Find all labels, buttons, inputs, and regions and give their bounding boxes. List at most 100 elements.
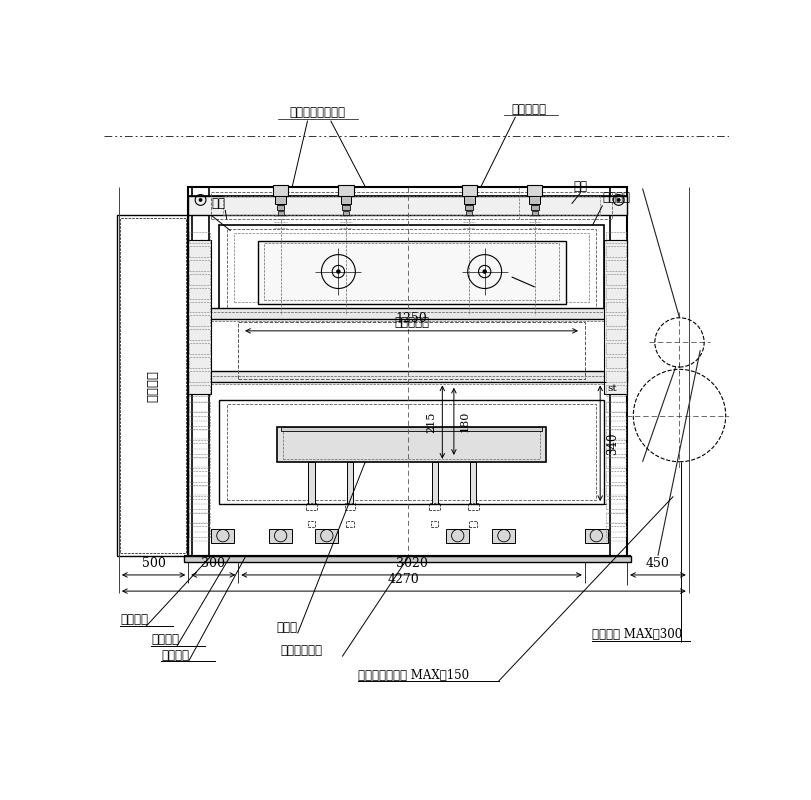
Bar [189, 343, 209, 354]
Bar [341, 206, 350, 210]
Bar [605, 343, 625, 354]
Bar [189, 246, 209, 257]
Bar [338, 185, 354, 196]
Text: 4270: 4270 [388, 573, 419, 586]
Bar [189, 232, 209, 243]
Bar [189, 302, 209, 312]
Bar [272, 185, 288, 196]
Bar [257, 241, 564, 304]
Bar [189, 415, 209, 426]
Bar [605, 246, 625, 257]
Bar [466, 210, 472, 214]
Circle shape [337, 270, 340, 273]
Bar [605, 274, 625, 285]
Text: 1250: 1250 [395, 313, 427, 326]
Bar [277, 206, 284, 210]
Bar [189, 260, 209, 270]
Bar [605, 288, 625, 298]
Text: 控制面板: 控制面板 [146, 370, 159, 402]
Bar [188, 308, 626, 319]
Text: 温控底座: 温控底座 [161, 649, 189, 662]
Bar [222, 196, 599, 215]
Bar [264, 243, 559, 300]
Bar [188, 371, 626, 382]
Bar [226, 230, 595, 308]
Bar [605, 240, 626, 394]
Bar [431, 521, 438, 527]
Text: st: st [606, 384, 616, 393]
Bar [605, 443, 625, 454]
Text: 辐射温度计: 辐射温度计 [511, 103, 546, 116]
Bar [188, 196, 626, 215]
Bar [429, 502, 440, 510]
Bar [226, 404, 595, 500]
Bar [467, 502, 478, 510]
Text: 215: 215 [426, 411, 436, 433]
Bar [306, 502, 316, 510]
Bar [189, 526, 209, 538]
Text: 3020: 3020 [395, 557, 427, 570]
Text: 300: 300 [201, 557, 225, 570]
Bar [189, 357, 209, 368]
Bar [469, 521, 476, 527]
Circle shape [483, 270, 486, 273]
Bar [605, 302, 625, 312]
Bar [529, 196, 539, 204]
Bar [605, 485, 625, 496]
Bar [211, 192, 611, 219]
Text: 180: 180 [460, 410, 470, 432]
Text: 分离器卷绕装置 MAX∅150: 分离器卷绕装置 MAX∅150 [357, 669, 468, 682]
Text: 上箱体防坠落装置: 上箱体防坠落装置 [290, 106, 345, 119]
Text: 340: 340 [606, 432, 619, 454]
Bar [605, 357, 625, 368]
Bar [342, 210, 349, 214]
Circle shape [616, 198, 620, 202]
Bar [465, 206, 473, 210]
Bar [603, 240, 626, 394]
Bar [526, 185, 542, 196]
Bar [308, 462, 314, 504]
Bar [189, 498, 209, 510]
Bar [431, 462, 437, 504]
Bar [188, 187, 626, 556]
Bar [189, 385, 209, 395]
Bar [275, 196, 285, 204]
Text: 薄膜片材 MAX∅300: 薄膜片材 MAX∅300 [592, 629, 682, 642]
Bar [346, 462, 353, 504]
Bar [189, 471, 209, 482]
Bar [605, 415, 625, 426]
Bar [307, 521, 315, 527]
Bar [584, 529, 607, 542]
Bar [605, 330, 625, 340]
Bar [188, 240, 211, 394]
Bar [189, 371, 209, 382]
Bar [211, 312, 611, 321]
Bar [189, 513, 209, 523]
Bar [605, 315, 625, 326]
Text: 500: 500 [141, 557, 165, 570]
Bar [282, 430, 539, 458]
Text: 工作台: 工作台 [277, 621, 298, 634]
Bar [605, 232, 625, 243]
Bar [189, 274, 209, 285]
Bar [463, 196, 474, 204]
Bar [491, 529, 515, 542]
Bar [344, 502, 355, 510]
Text: 下栓: 下栓 [211, 198, 225, 210]
Text: 上真空室: 上真空室 [602, 191, 629, 204]
Bar [277, 427, 546, 462]
Bar [605, 513, 625, 523]
Bar [189, 288, 209, 298]
Bar [184, 556, 630, 562]
Bar [470, 462, 475, 504]
Text: 配套基座: 配套基座 [151, 633, 179, 646]
Bar [238, 322, 584, 379]
Bar [605, 457, 625, 468]
Bar [345, 521, 354, 527]
Bar [605, 402, 625, 413]
Text: 最大产品高度: 最大产品高度 [281, 644, 322, 657]
Bar [219, 400, 603, 504]
Text: 450: 450 [646, 557, 669, 570]
Bar [461, 185, 476, 196]
Bar [605, 498, 625, 510]
